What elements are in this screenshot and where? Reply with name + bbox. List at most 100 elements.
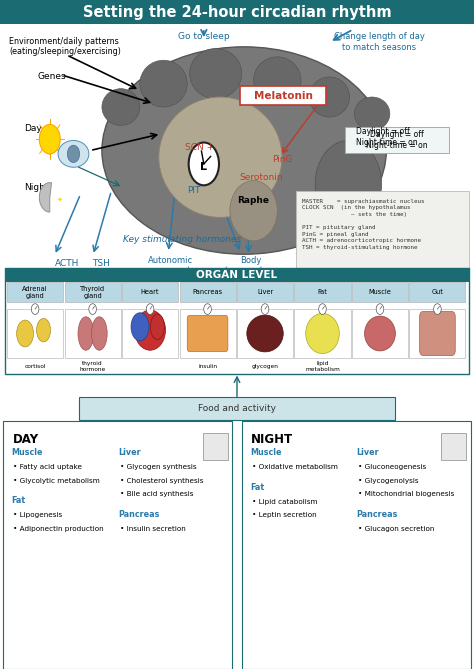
Text: Gut: Gut — [431, 290, 443, 295]
Text: Serotonin: Serotonin — [239, 173, 283, 182]
Text: Environment/daily patterns
(eating/sleeping/exercising): Environment/daily patterns (eating/sleep… — [9, 37, 121, 56]
Text: Pancreas: Pancreas — [192, 290, 223, 295]
FancyBboxPatch shape — [3, 421, 232, 669]
FancyBboxPatch shape — [0, 0, 474, 24]
Text: Pancreas: Pancreas — [118, 510, 159, 518]
Circle shape — [39, 124, 60, 154]
Text: • Fatty acid uptake: • Fatty acid uptake — [13, 464, 82, 470]
Text: Adrenal
gland: Adrenal gland — [22, 286, 48, 299]
Text: Liver: Liver — [356, 448, 379, 457]
Ellipse shape — [131, 313, 149, 341]
Ellipse shape — [140, 60, 187, 107]
FancyBboxPatch shape — [180, 309, 236, 358]
Text: thyroid
hormone: thyroid hormone — [80, 361, 106, 372]
Text: • Leptin secretion: • Leptin secretion — [252, 512, 316, 518]
Ellipse shape — [309, 77, 349, 117]
FancyBboxPatch shape — [345, 127, 449, 153]
Ellipse shape — [365, 316, 395, 351]
Text: Fat: Fat — [318, 290, 328, 295]
Ellipse shape — [78, 317, 94, 351]
Text: • Lipid catabolism: • Lipid catabolism — [252, 499, 317, 505]
Text: Fat: Fat — [11, 496, 26, 505]
Text: • Glycogenolysis: • Glycogenolysis — [358, 478, 419, 484]
Ellipse shape — [315, 140, 382, 227]
Text: • Glycogen synthesis: • Glycogen synthesis — [119, 464, 196, 470]
Text: • Gluconeogenesis: • Gluconeogenesis — [358, 464, 426, 470]
Text: Body
temperature: Body temperature — [225, 256, 278, 275]
FancyBboxPatch shape — [79, 397, 395, 420]
FancyBboxPatch shape — [296, 191, 469, 274]
Text: Autonomic
nervous system: Autonomic nervous system — [137, 256, 204, 275]
FancyBboxPatch shape — [64, 282, 120, 302]
Text: PIT: PIT — [187, 186, 201, 195]
Text: Key stimulating hormones: Key stimulating hormones — [123, 235, 241, 244]
Text: Daylight = off
Night-time = on: Daylight = off Night-time = on — [366, 130, 428, 149]
Text: Daylight = off
Night-time = on: Daylight = off Night-time = on — [356, 128, 417, 147]
Text: Pancreas: Pancreas — [356, 510, 398, 518]
FancyBboxPatch shape — [5, 268, 469, 282]
Text: NIGHT: NIGHT — [251, 433, 293, 446]
Text: Muscle: Muscle — [11, 448, 43, 457]
Text: SCN +: SCN + — [185, 142, 214, 152]
Text: cortisol: cortisol — [24, 364, 46, 369]
Ellipse shape — [36, 318, 51, 342]
FancyBboxPatch shape — [122, 309, 178, 358]
Circle shape — [261, 304, 269, 314]
Circle shape — [204, 304, 211, 314]
Text: Liver: Liver — [118, 448, 140, 457]
Ellipse shape — [306, 313, 339, 353]
FancyBboxPatch shape — [352, 309, 408, 358]
FancyBboxPatch shape — [7, 282, 63, 302]
Circle shape — [146, 304, 154, 314]
Ellipse shape — [102, 47, 386, 254]
FancyBboxPatch shape — [187, 316, 228, 352]
Text: Heart: Heart — [141, 290, 159, 295]
Ellipse shape — [135, 310, 165, 351]
Text: L: L — [201, 163, 207, 172]
Ellipse shape — [102, 88, 140, 126]
Text: Change length of day
to match seasons: Change length of day to match seasons — [334, 32, 425, 52]
Text: TSH: TSH — [92, 259, 110, 268]
Ellipse shape — [247, 315, 283, 352]
FancyBboxPatch shape — [242, 421, 471, 669]
Text: Fat: Fat — [250, 483, 264, 492]
Text: Genes: Genes — [38, 72, 66, 80]
Text: ACTH: ACTH — [55, 259, 79, 268]
Ellipse shape — [230, 181, 277, 241]
FancyBboxPatch shape — [294, 282, 350, 302]
Text: Thyroid
gland: Thyroid gland — [80, 286, 105, 299]
Ellipse shape — [17, 320, 34, 347]
Ellipse shape — [254, 57, 301, 104]
Circle shape — [31, 304, 39, 314]
Circle shape — [434, 304, 441, 314]
FancyBboxPatch shape — [419, 312, 455, 356]
FancyBboxPatch shape — [410, 282, 465, 302]
FancyBboxPatch shape — [237, 309, 293, 358]
Text: Raphe: Raphe — [237, 196, 269, 205]
Text: Muscle: Muscle — [250, 448, 281, 457]
Text: • Mitochondrial biogenesis: • Mitochondrial biogenesis — [358, 491, 455, 497]
Text: Melatonin: Melatonin — [254, 91, 313, 100]
Text: • Bile acid synthesis: • Bile acid synthesis — [119, 491, 193, 497]
FancyBboxPatch shape — [122, 282, 178, 302]
Text: glycogen: glycogen — [252, 364, 278, 369]
Text: DAY: DAY — [13, 433, 39, 446]
Text: Setting the 24-hour circadian rhythm: Setting the 24-hour circadian rhythm — [82, 5, 392, 19]
Text: MASTER    = suprachiasmatic nucleus
CLOCK SCN  (in the hypothalamus
            : MASTER = suprachiasmatic nucleus CLOCK S… — [302, 199, 425, 250]
FancyBboxPatch shape — [410, 309, 465, 358]
Text: • Glycolytic metabolism: • Glycolytic metabolism — [13, 478, 100, 484]
FancyBboxPatch shape — [237, 282, 293, 302]
Ellipse shape — [159, 97, 282, 217]
Text: • Glucagon secretion: • Glucagon secretion — [358, 526, 435, 532]
Text: Muscle: Muscle — [368, 290, 392, 295]
Text: • Cholesterol synthesis: • Cholesterol synthesis — [119, 478, 203, 484]
Ellipse shape — [58, 140, 89, 167]
Text: ✦: ✦ — [56, 197, 62, 202]
FancyBboxPatch shape — [180, 282, 236, 302]
Ellipse shape — [91, 317, 107, 351]
FancyBboxPatch shape — [64, 309, 120, 358]
Text: Day: Day — [24, 124, 41, 133]
FancyBboxPatch shape — [294, 309, 350, 358]
Text: Food and activity: Food and activity — [198, 404, 276, 413]
Text: Night: Night — [24, 183, 48, 192]
